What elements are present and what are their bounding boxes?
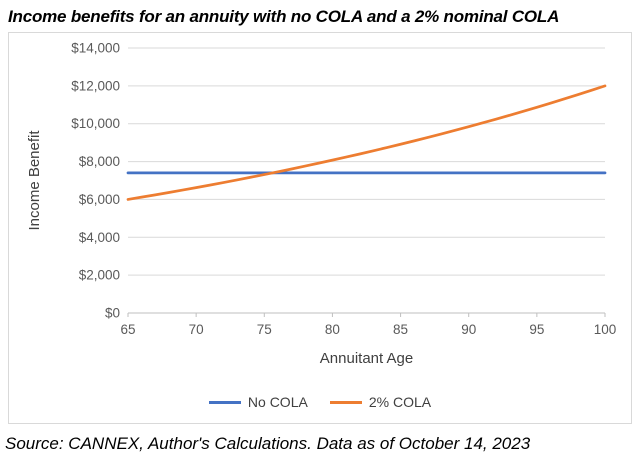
svg-text:100: 100 bbox=[594, 322, 617, 337]
svg-text:$4,000: $4,000 bbox=[79, 230, 120, 245]
svg-text:70: 70 bbox=[189, 322, 204, 337]
chart-canvas: $0 $2,000 $4,000 $6,000 $8,000 $10,000 $12,000… bbox=[26, 41, 617, 368]
svg-text:Income Benefit: Income Benefit bbox=[26, 130, 43, 231]
svg-text:90: 90 bbox=[461, 322, 476, 337]
source-note: Source: CANNEX, Author's Calculations. D… bbox=[5, 434, 531, 453]
svg-text:85: 85 bbox=[393, 322, 408, 337]
svg-text:$2,000: $2,000 bbox=[79, 268, 120, 283]
chart-legend: No COLA 2% COLA bbox=[9, 381, 631, 423]
chart-container: $0 $2,000 $4,000 $6,000 $8,000 $10,000 $12,000… bbox=[8, 32, 632, 424]
legend-label-no-cola: No COLA bbox=[247, 394, 308, 410]
chart-title: Income benefits for an annuity with no C… bbox=[8, 7, 560, 26]
svg-text:95: 95 bbox=[529, 322, 544, 337]
legend-item-no-cola: No COLA bbox=[208, 394, 308, 410]
legend-line-swatch-2pct-cola bbox=[329, 400, 362, 404]
svg-text:75: 75 bbox=[257, 322, 272, 337]
svg-text:65: 65 bbox=[120, 322, 135, 337]
svg-text:$12,000: $12,000 bbox=[71, 78, 120, 93]
svg-text:$8,000: $8,000 bbox=[79, 154, 120, 169]
page: Income benefits for an annuity with no C… bbox=[0, 7, 640, 473]
svg-text:$10,000: $10,000 bbox=[71, 116, 120, 131]
svg-text:$0: $0 bbox=[105, 306, 120, 321]
svg-text:Annuitant Age: Annuitant Age bbox=[320, 350, 413, 367]
legend-label-2pct-cola: 2% COLA bbox=[368, 394, 432, 410]
svg-text:$6,000: $6,000 bbox=[79, 192, 120, 207]
legend-item-2pct-cola: 2% COLA bbox=[329, 394, 432, 410]
svg-text:80: 80 bbox=[325, 322, 340, 337]
svg-text:$14,000: $14,000 bbox=[71, 41, 120, 56]
legend-line-swatch-no-cola bbox=[208, 400, 241, 404]
